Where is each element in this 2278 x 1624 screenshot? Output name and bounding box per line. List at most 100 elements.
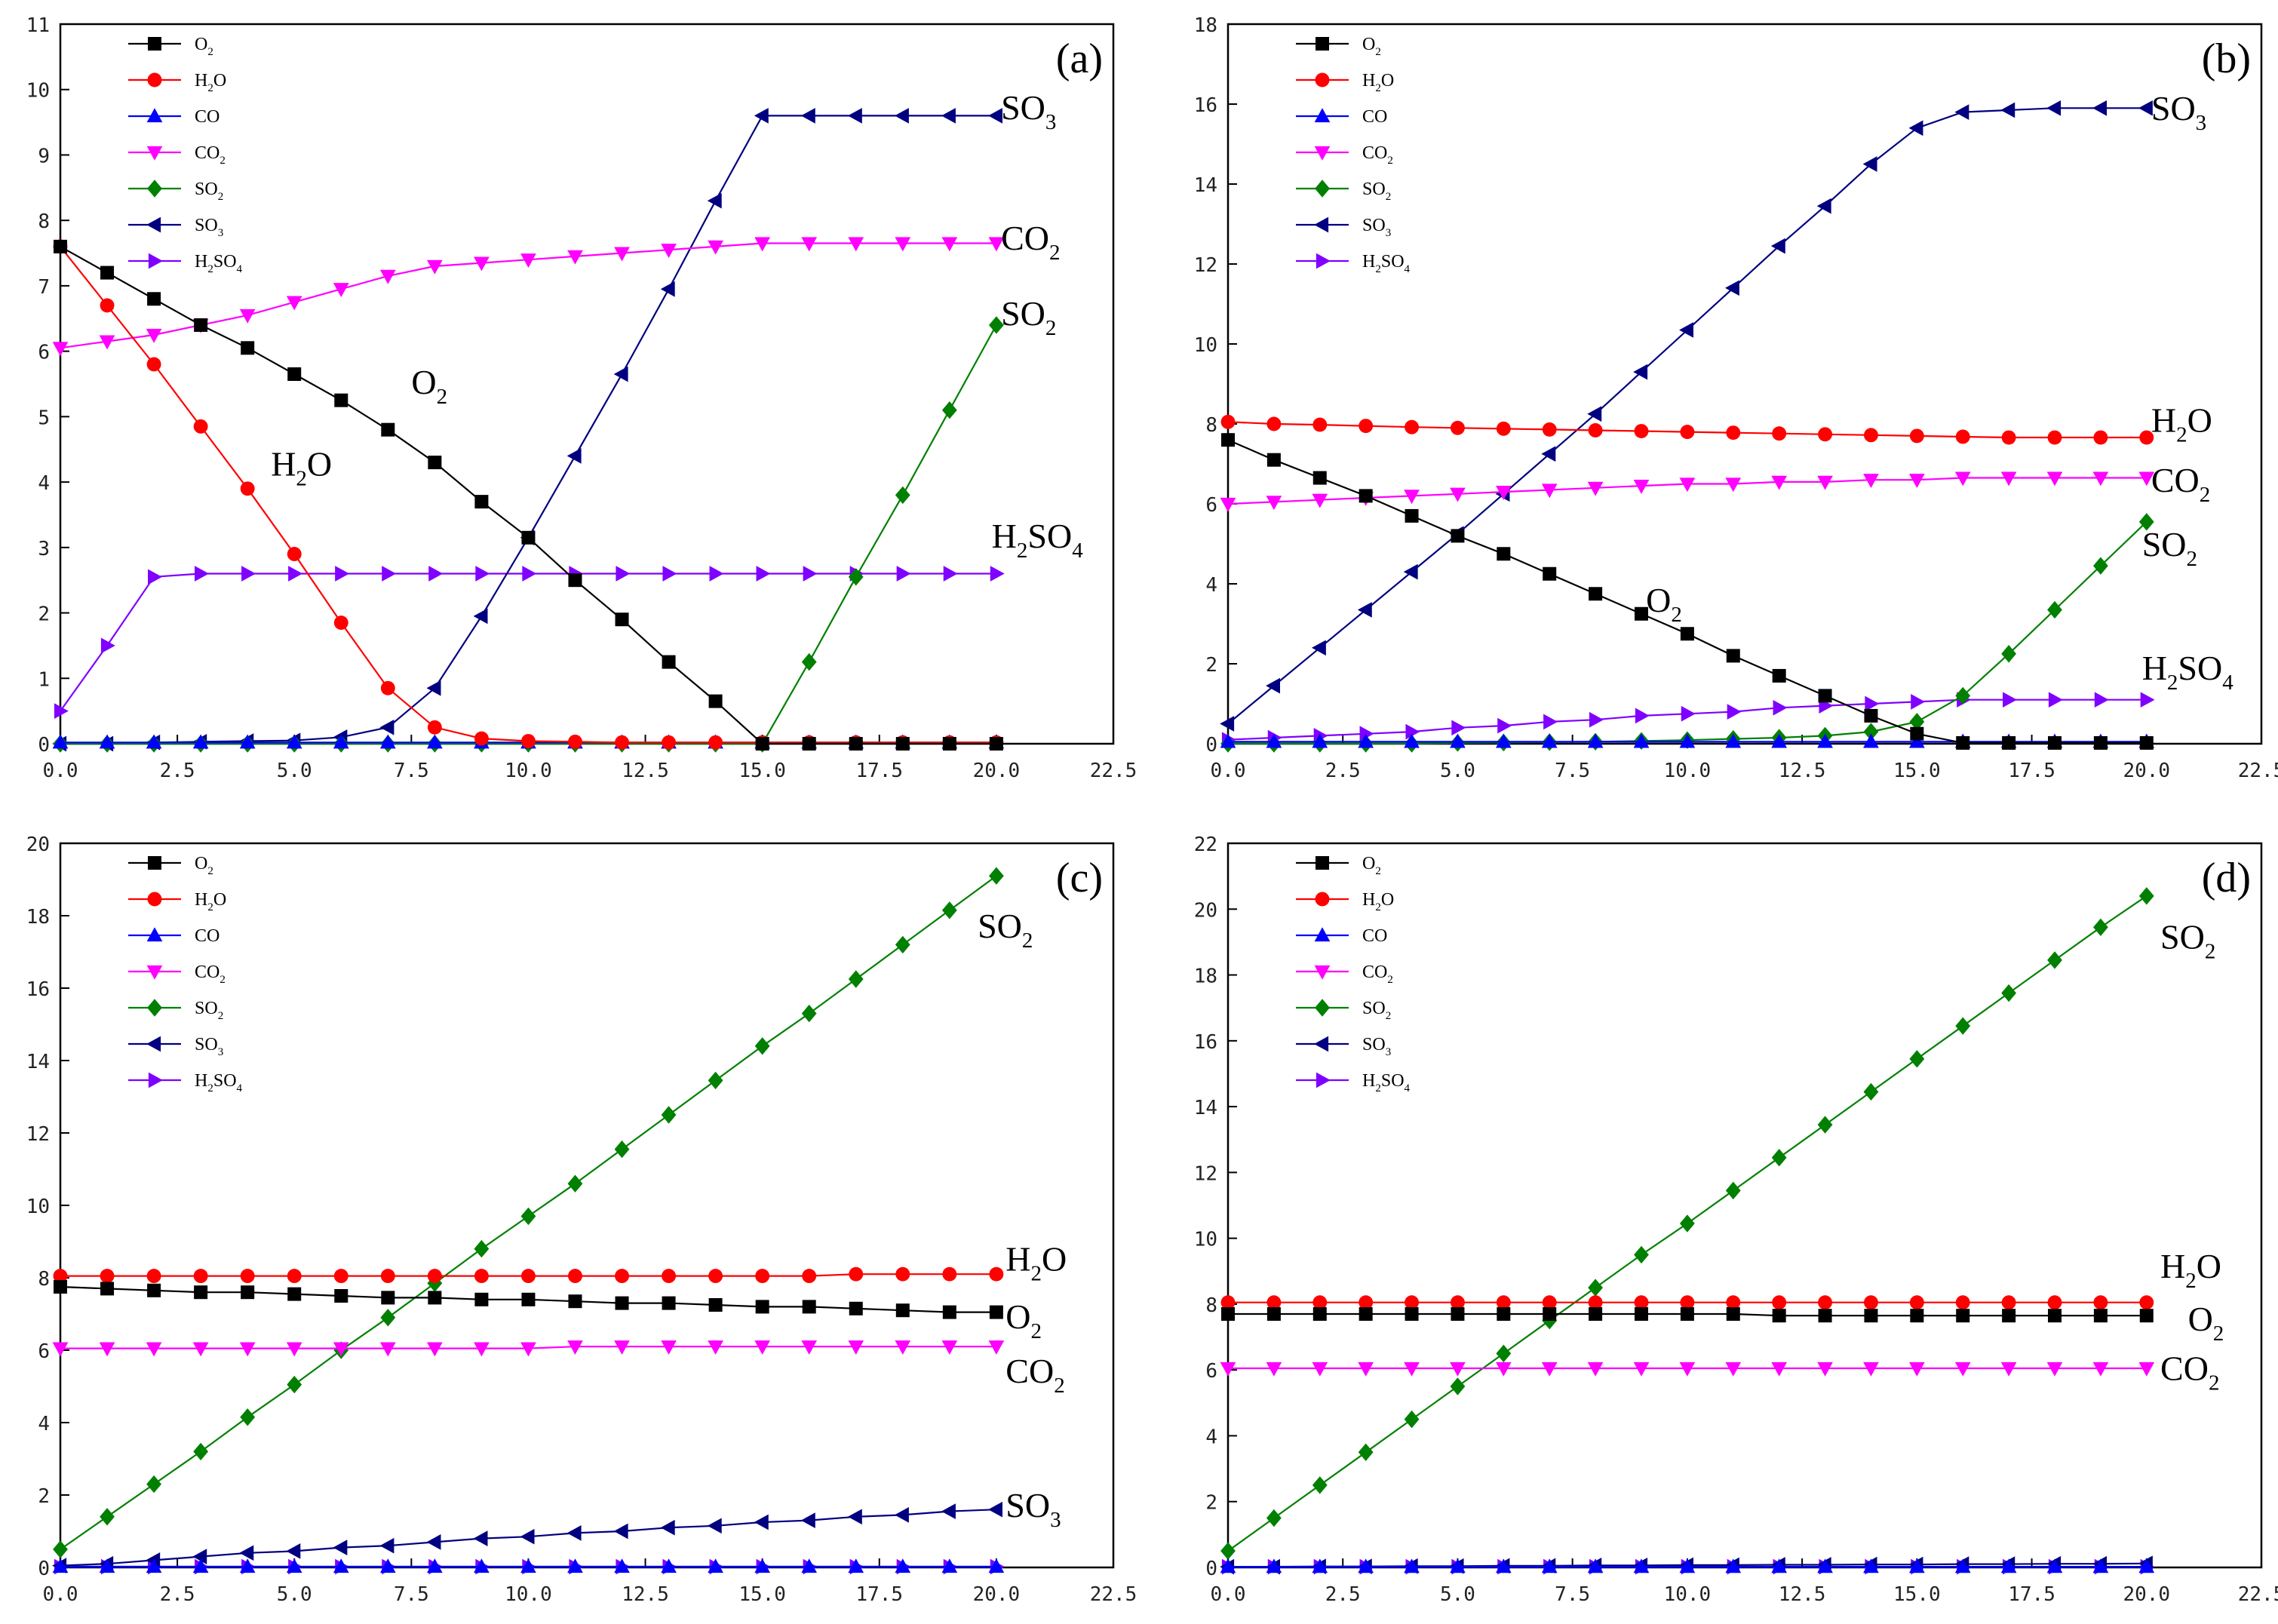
data-point-co [1633,733,1650,748]
data-point-h2o [1220,414,1236,429]
x-tick-label: 17.5 [855,1583,903,1606]
data-point-h2o [1818,427,1833,442]
data-point-so2 [848,970,864,988]
data-point-co [2092,1558,2109,1573]
legend-label-co: CO [195,926,220,946]
data-point-co [614,1558,630,1573]
data-point-o2 [1956,735,1970,750]
data-point-so2 [988,867,1004,885]
data-point-co2 [192,1342,209,1357]
data-point-o2 [708,694,723,708]
x-tick-label: 20.0 [973,1583,1021,1606]
data-point-co [895,1558,911,1573]
data-point-co2 [941,237,958,252]
series-annotation: O2 [1646,581,1682,627]
series-annotation: CO2 [1005,1352,1064,1398]
data-point-so3 [941,108,956,124]
legend-label-so3: SO3 [195,216,223,239]
data-point-so2 [100,1508,115,1526]
data-point-h2o [193,419,208,434]
data-point-so2 [941,401,957,419]
data-point-o2 [1543,1307,1557,1321]
x-tick-label: 12.5 [622,1583,669,1606]
data-point-h2so4 [1681,705,1696,722]
x-tick-label: 15.0 [738,760,786,782]
data-point-co2 [52,342,69,357]
data-point-o2 [1359,489,1373,503]
data-point-co [1725,1558,1742,1573]
data-point-o2 [334,1289,348,1303]
data-point-o2 [1956,1309,1970,1323]
data-point-o2 [1818,689,1832,703]
data-point-h2o [1405,1295,1420,1310]
data-point-co [1404,733,1420,748]
data-point-co2 [1587,481,1604,496]
panel-d: 0.0 2.5 5.0 7.5 10.0 12.5 15.0 17.5 20.0 22.5 0 2 4 6… [1194,833,2278,1606]
y-tick-label: 18 [1194,965,1217,988]
data-point-h2o [100,1269,115,1284]
data-point-co [1450,733,1466,748]
x-tick-label: 10.0 [1664,1583,1712,1606]
data-point-so3 [847,108,862,124]
data-point-co [1771,1558,1788,1573]
data-point-o2 [54,1280,67,1294]
data-point-co2 [1266,1362,1282,1377]
y-tick-label: 2 [1205,654,1217,677]
legend-marker-o2 [148,37,161,51]
data-point-so2 [1404,1410,1420,1429]
series-so2 [1220,887,2154,1560]
data-point-o2 [662,655,676,669]
data-point-co2 [2092,471,2109,487]
x-tick-label: 10.0 [505,760,552,782]
data-point-h2so4 [1405,723,1420,740]
data-point-o2 [1359,1307,1373,1321]
data-point-h2so4 [709,566,724,582]
data-point-co2 [2000,1362,2017,1377]
data-point-so3 [379,719,395,735]
data-point-co2 [2046,471,2063,487]
data-point-so3 [192,1549,207,1564]
legend-marker-co2 [146,965,163,980]
data-point-co2 [1587,1362,1604,1377]
data-point-so3 [1724,280,1739,296]
data-point-so3 [847,1509,862,1525]
data-point-o2 [708,1298,723,1312]
data-point-so2 [146,1475,161,1494]
series-annotation: CO2 [1001,219,1060,265]
data-point-co2 [567,250,583,265]
data-point-o2 [2139,735,2154,750]
legend: O2 H2O CO CO2 SO2 SO3 H2SO4 [128,854,243,1094]
data-point-o2 [755,1300,769,1314]
x-tick-label: 22.5 [1090,760,1137,782]
data-point-co2 [1358,1362,1374,1377]
legend-label-so2: SO2 [1362,999,1391,1022]
x-tick-label: 22.5 [1090,1583,1137,1606]
data-point-so2 [2092,918,2108,936]
x-tick-label: 15.0 [1893,1583,1941,1606]
y-tick-label: 7 [38,276,50,299]
data-point-co2 [1863,474,1879,488]
data-point-h2so4 [896,566,911,582]
data-point-o2 [241,341,255,355]
legend-marker-co [146,927,163,942]
y-tick-label: 14 [26,1051,50,1073]
y-tick-label: 10 [1194,334,1217,357]
x-tick-label: 7.5 [394,1583,429,1606]
data-point-h2o [1680,425,1695,440]
data-point-h2so4 [382,566,397,582]
legend-label-h2o: H2O [195,71,226,94]
data-point-h2o [1588,423,1603,437]
data-point-h2so4 [756,566,771,582]
data-point-co2 [1771,1362,1788,1377]
data-point-o2 [1772,1309,1786,1323]
data-point-so3 [707,192,722,209]
data-point-o2 [1266,453,1281,467]
data-point-co2 [1266,496,1282,511]
data-point-o2 [194,318,208,332]
data-point-h2o [568,1269,582,1284]
data-point-so3 [473,608,488,625]
panel-b: 0.0 2.5 5.0 7.5 10.0 12.5 15.0 17.5 20.0 22.5 0 2 4 6… [1194,14,2278,782]
data-point-h2so4 [1589,711,1604,728]
data-point-so3 [1633,364,1648,380]
y-tick-label: 8 [1205,1294,1217,1317]
